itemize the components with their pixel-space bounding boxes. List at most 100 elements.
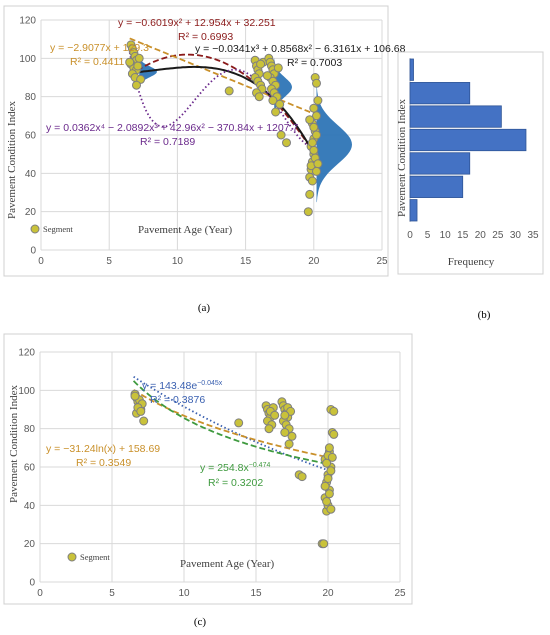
a-point-68 (313, 159, 323, 169)
c-point-22 (270, 410, 280, 420)
a-point-60 (312, 78, 321, 88)
panel-b-label: (b) (478, 309, 491, 321)
c-xtick-1: 5 (109, 588, 115, 599)
c-point-61 (327, 452, 337, 462)
a-xtick-5: 25 (376, 256, 388, 267)
a-point-65 (312, 130, 321, 140)
panel-a-ticks: 0 20 40 60 80 100 120 0 5 10 15 20 25 (19, 16, 388, 268)
a-xtick-3: 15 (240, 256, 252, 267)
panel-c-ticks: 0 20 40 60 80 100 120 0 5 10 15 20 25 (18, 348, 406, 600)
a-point-40 (273, 63, 283, 73)
a-ytick-0: 0 (30, 246, 36, 257)
c-xtick-4: 20 (322, 588, 334, 599)
a-ytick-6: 120 (19, 16, 36, 27)
c-point-63 (329, 429, 339, 439)
c-point-38 (297, 472, 307, 482)
c-point-11 (139, 416, 149, 426)
b-bar-4 (409, 152, 471, 175)
c-ytick-4: 80 (24, 424, 36, 435)
b-xtick-6: 30 (510, 230, 522, 241)
fit-a3-equation: y = −0.0341x³ + 0.8568x² − 6.3161x + 106… (195, 43, 406, 55)
c-point-35 (284, 439, 294, 449)
b-bar-1 (409, 82, 471, 105)
a-point-67 (305, 115, 315, 125)
a-point-15 (224, 86, 234, 96)
b-xtick-1: 5 (425, 230, 431, 241)
c-point-40 (319, 539, 329, 549)
panel-c-label: (c) (194, 616, 207, 628)
fit-a3-r2: R² = 0.7003 (287, 57, 342, 69)
c-ytick-1: 20 (24, 539, 36, 550)
a-point-66 (309, 122, 319, 132)
b-bar-2 (409, 105, 502, 128)
c-point-36 (287, 431, 297, 441)
c-point-31 (280, 428, 290, 437)
fit-c1-equation: y = 143.48e−0.045x (142, 380, 223, 392)
c-ytick-0: 0 (29, 578, 35, 589)
a-point-64 (307, 138, 317, 148)
a-point-57 (309, 103, 319, 113)
a-fit-line-3 (128, 52, 315, 149)
a-point-69 (312, 166, 321, 176)
a-point-45 (282, 138, 291, 148)
b-xtick-0: 0 (407, 230, 413, 241)
c-point-54 (322, 497, 332, 506)
c-point-57 (320, 481, 330, 491)
c-ytick-2: 40 (24, 501, 36, 512)
c-point-62 (324, 443, 334, 453)
a-fit-line-1 (129, 37, 315, 115)
panel-a-points (125, 40, 323, 217)
c-xtick-5: 25 (394, 588, 406, 599)
panel-a-xlabel: Pavement Age (Year) (138, 224, 233, 236)
a-point-63 (309, 145, 319, 155)
fit-a2-equation: y = −2.9077x + 129.3 (50, 42, 149, 54)
c-fit-line-1 (133, 389, 329, 459)
c-point-59 (326, 466, 336, 476)
c-point-56 (324, 489, 334, 499)
c-point-9 (136, 406, 146, 416)
c-point-19 (264, 424, 274, 434)
a-point-58 (313, 96, 323, 105)
panel-c-points (130, 389, 339, 549)
a-point-42 (275, 99, 285, 109)
panel-a-label: (a) (198, 302, 211, 314)
panel-a-ylabel: Pavement Condition Index (6, 101, 18, 219)
c-xtick-0: 0 (37, 588, 43, 599)
a-point-11 (134, 53, 144, 63)
panel-b-ylabel: Pavement Condition Index (396, 99, 408, 217)
a-fit-line-2 (129, 65, 315, 155)
a-ytick-5: 100 (19, 54, 36, 65)
a-ytick-4: 80 (25, 92, 37, 103)
a-point-39 (268, 96, 278, 105)
a-xtick-1: 5 (106, 256, 112, 267)
a-point-44 (276, 130, 286, 140)
a-xtick-0: 0 (38, 256, 44, 267)
a-point-12 (125, 57, 135, 67)
a-xtick-4: 20 (308, 256, 320, 267)
c-point-55 (326, 504, 336, 514)
c-xtick-3: 15 (250, 588, 262, 599)
legend-a-marker (30, 224, 40, 234)
fit-c1-r2: R² = 0.3876 (150, 394, 205, 406)
c-point-53 (329, 406, 339, 416)
panel-a-legend: Segment (30, 224, 73, 234)
panel-c-fit-lines (132, 375, 329, 472)
c-point-10 (130, 391, 140, 401)
a-point-70 (307, 176, 317, 186)
panel-b-xlabel: Frequency (448, 256, 495, 268)
c-point-60 (322, 458, 332, 468)
a-point-25 (254, 92, 264, 102)
fit-c3-r2: R² = 0.3202 (208, 477, 263, 489)
a-point-10 (133, 61, 143, 71)
legend-c-label: Segment (80, 552, 110, 562)
b-bar-3 (409, 128, 527, 152)
b-xtick-2: 10 (440, 230, 452, 241)
a-point-46 (303, 207, 313, 217)
a-ytick-1: 20 (25, 207, 37, 218)
panel-c-chart: 0 20 40 60 80 100 120 0 5 10 15 20 25 y = 143.48e−0.… (3, 333, 413, 628)
b-bar-6 (409, 199, 418, 222)
fit-c3-equation: y = 254.8x−0.474 (200, 462, 270, 474)
panel-c-ylabel: Pavement Condition Index (8, 385, 20, 503)
c-ytick-5: 100 (18, 386, 35, 397)
